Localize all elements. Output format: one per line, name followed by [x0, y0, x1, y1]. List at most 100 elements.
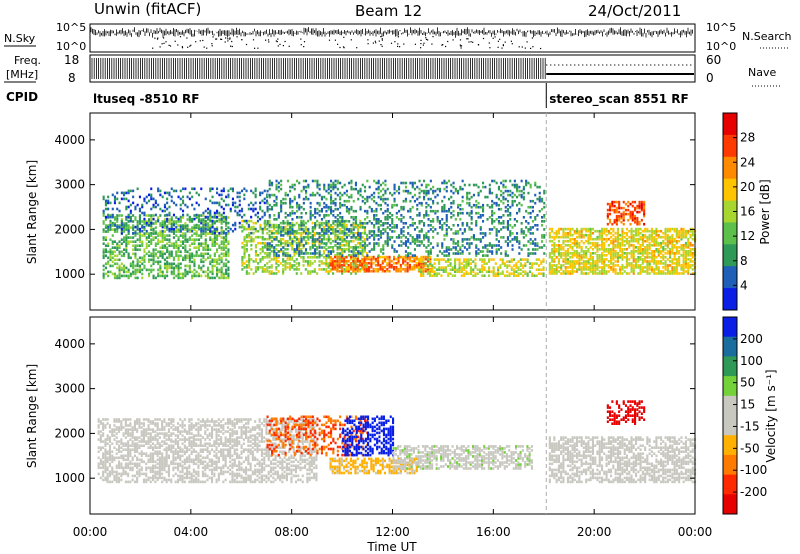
scatter-cell: [436, 216, 439, 219]
scatter-cell: [436, 187, 439, 191]
scatter-cell: [172, 276, 175, 280]
noise-search-dot: [342, 46, 345, 48]
scatter-cell: [684, 260, 687, 263]
scatter-cell: [163, 220, 166, 223]
scatter-cell: [440, 268, 443, 271]
noise-search-dot: [186, 37, 188, 39]
scatter-cell: [382, 222, 385, 225]
scatter-cell: [309, 236, 312, 239]
scatter-cell: [566, 231, 569, 235]
scatter-cell: [327, 185, 330, 189]
scatter-cell: [526, 258, 529, 261]
noise-search-dot: [460, 45, 462, 47]
scatter-cell: [188, 260, 191, 264]
scatter-cell: [591, 256, 594, 259]
scatter-cell: [612, 250, 615, 253]
scatter-cell: [359, 189, 362, 193]
scatter-cell: [506, 236, 509, 239]
scatter-cell: [445, 220, 448, 223]
scatter-cell: [222, 262, 225, 266]
scatter-cell: [438, 220, 441, 223]
scatter-cell: [466, 197, 469, 201]
scatter-cell: [275, 229, 278, 233]
scatter-cell: [488, 232, 491, 235]
scatter-cell: [125, 218, 128, 221]
scatter-cell: [359, 225, 362, 229]
scatter-cell: [492, 274, 495, 277]
scatter-cell: [680, 248, 683, 251]
scatter-cell: [132, 260, 135, 264]
scatter-cell: [432, 185, 435, 189]
noise-search-dot: [497, 46, 499, 48]
scatter-cell: [263, 201, 266, 205]
scatter-cell: [202, 260, 205, 264]
scatter-cell: [273, 223, 276, 227]
scatter-cell: [170, 264, 173, 268]
scatter-cell: [107, 199, 110, 203]
scatter-cell: [225, 258, 228, 262]
scatter-cell: [580, 248, 583, 251]
scatter-cell: [675, 241, 678, 245]
scatter-cell: [213, 201, 216, 205]
scatter-cell: [225, 217, 228, 221]
scatter-cell: [596, 244, 599, 247]
scatter-cell: [316, 223, 319, 227]
scatter-cell: [402, 189, 405, 193]
scatter-cell: [518, 201, 521, 205]
scatter-cell: [513, 185, 516, 189]
scatter-cell: [576, 239, 579, 243]
scatter-cell: [307, 233, 310, 237]
scatter-cell: [531, 252, 534, 255]
nsearch-label: N.Search: [742, 30, 792, 43]
scatter-cell: [138, 232, 141, 235]
scatter-cell: [551, 229, 554, 233]
scatter-cell: [266, 266, 269, 269]
scatter-cell: [304, 250, 307, 253]
scatter-cell: [461, 211, 464, 215]
scatter-cell: [343, 259, 346, 263]
scatter-cell: [614, 254, 617, 257]
noise-search-dot: [472, 41, 474, 43]
scatter-cell: [564, 250, 567, 253]
scatter-cell: [450, 205, 453, 209]
noise-search-dot: [202, 39, 204, 42]
scatter-cell: [229, 187, 232, 191]
scatter-cell: [650, 250, 653, 253]
scatter-cell: [390, 265, 393, 269]
scatter-cell: [416, 197, 419, 201]
scatter-cell: [170, 270, 173, 274]
scatter-cell: [250, 231, 253, 235]
scatter-cell: [616, 241, 619, 245]
scatter-cell: [132, 240, 135, 243]
scatter-cell: [157, 262, 160, 266]
scatter-cell: [102, 214, 105, 217]
scatter-cell: [245, 221, 248, 225]
scatter-cell: [519, 258, 522, 261]
scatter-cell: [502, 222, 505, 225]
scatter-cell: [220, 220, 223, 223]
scatter-cell: [424, 269, 427, 273]
power-heatmap: [102, 179, 697, 280]
scatter-cell: [222, 240, 225, 243]
scatter-cell: [671, 252, 674, 255]
scatter-cell: [304, 227, 307, 231]
scatter-cell: [254, 193, 257, 197]
scatter-cell: [402, 230, 405, 233]
scatter-cell: [325, 248, 328, 251]
scatter-cell: [179, 225, 182, 229]
scatter-cell: [211, 268, 214, 272]
scatter-cell: [619, 266, 622, 269]
scatter-cell: [332, 239, 335, 243]
scatter-cell: [148, 236, 151, 239]
scatter-cell: [271, 193, 274, 197]
scatter-cell: [444, 260, 447, 263]
scatter-cell: [268, 256, 271, 259]
scatter-cell: [111, 240, 114, 243]
scatter-cell: [211, 244, 214, 247]
scatter-cell: [466, 191, 469, 195]
date-title: 24/Oct/2011: [588, 2, 681, 20]
scatter-cell: [157, 260, 160, 264]
scatter-cell: [454, 270, 457, 273]
scatter-cell: [316, 239, 319, 243]
scatter-cell: [425, 236, 428, 239]
